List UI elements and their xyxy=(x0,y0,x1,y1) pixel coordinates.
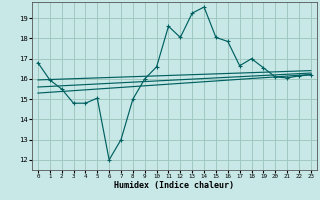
X-axis label: Humidex (Indice chaleur): Humidex (Indice chaleur) xyxy=(115,181,234,190)
